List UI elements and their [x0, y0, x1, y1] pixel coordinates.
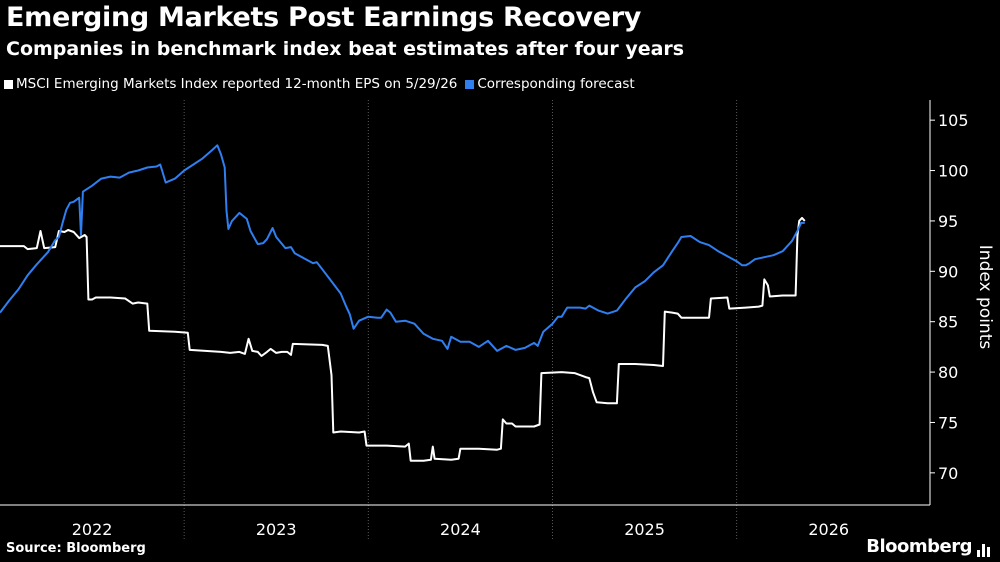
legend-swatch-white	[4, 79, 13, 89]
legend-swatch-blue	[465, 79, 475, 89]
y-tick-label-105: 105	[938, 111, 969, 130]
y-tick-label-70: 70	[938, 464, 958, 483]
y-tick-label-100: 100	[938, 162, 969, 181]
bloomberg-bars-icon	[977, 544, 990, 557]
x-tick-label-2025: 2025	[624, 520, 665, 539]
x-tick-label-2023: 2023	[256, 520, 297, 539]
y-tick-label-75: 75	[938, 413, 958, 432]
chart-legend: MSCI Emerging Markets Index reported 12-…	[4, 76, 643, 92]
y-axis-title: Index points	[975, 245, 995, 350]
chart-subtitle: Companies in benchmark index beat estima…	[6, 38, 685, 60]
legend-item-eps: MSCI Emerging Markets Index reported 12-…	[4, 76, 457, 92]
source-note: Source: Bloomberg	[6, 541, 146, 556]
y-tick-label-95: 95	[938, 212, 958, 231]
chart-title: Emerging Markets Post Earnings Recovery	[6, 2, 642, 33]
x-tick-label-2024: 2024	[440, 520, 481, 539]
legend-item-forecast: Corresponding forecast	[465, 76, 635, 92]
x-tick-label-2022: 2022	[72, 520, 113, 539]
x-tick-label-2026: 2026	[808, 520, 849, 539]
legend-label-forecast: Corresponding forecast	[477, 76, 635, 92]
legend-label-eps: MSCI Emerging Markets Index reported 12-…	[16, 76, 458, 92]
y-tick-label-85: 85	[938, 313, 958, 332]
series-line-reported-eps	[0, 216, 806, 462]
y-tick-label-90: 90	[938, 262, 958, 281]
brand-logo-text: Bloomberg	[866, 536, 972, 557]
series-line-forecast	[0, 144, 805, 352]
y-tick-label-80: 80	[938, 363, 958, 382]
